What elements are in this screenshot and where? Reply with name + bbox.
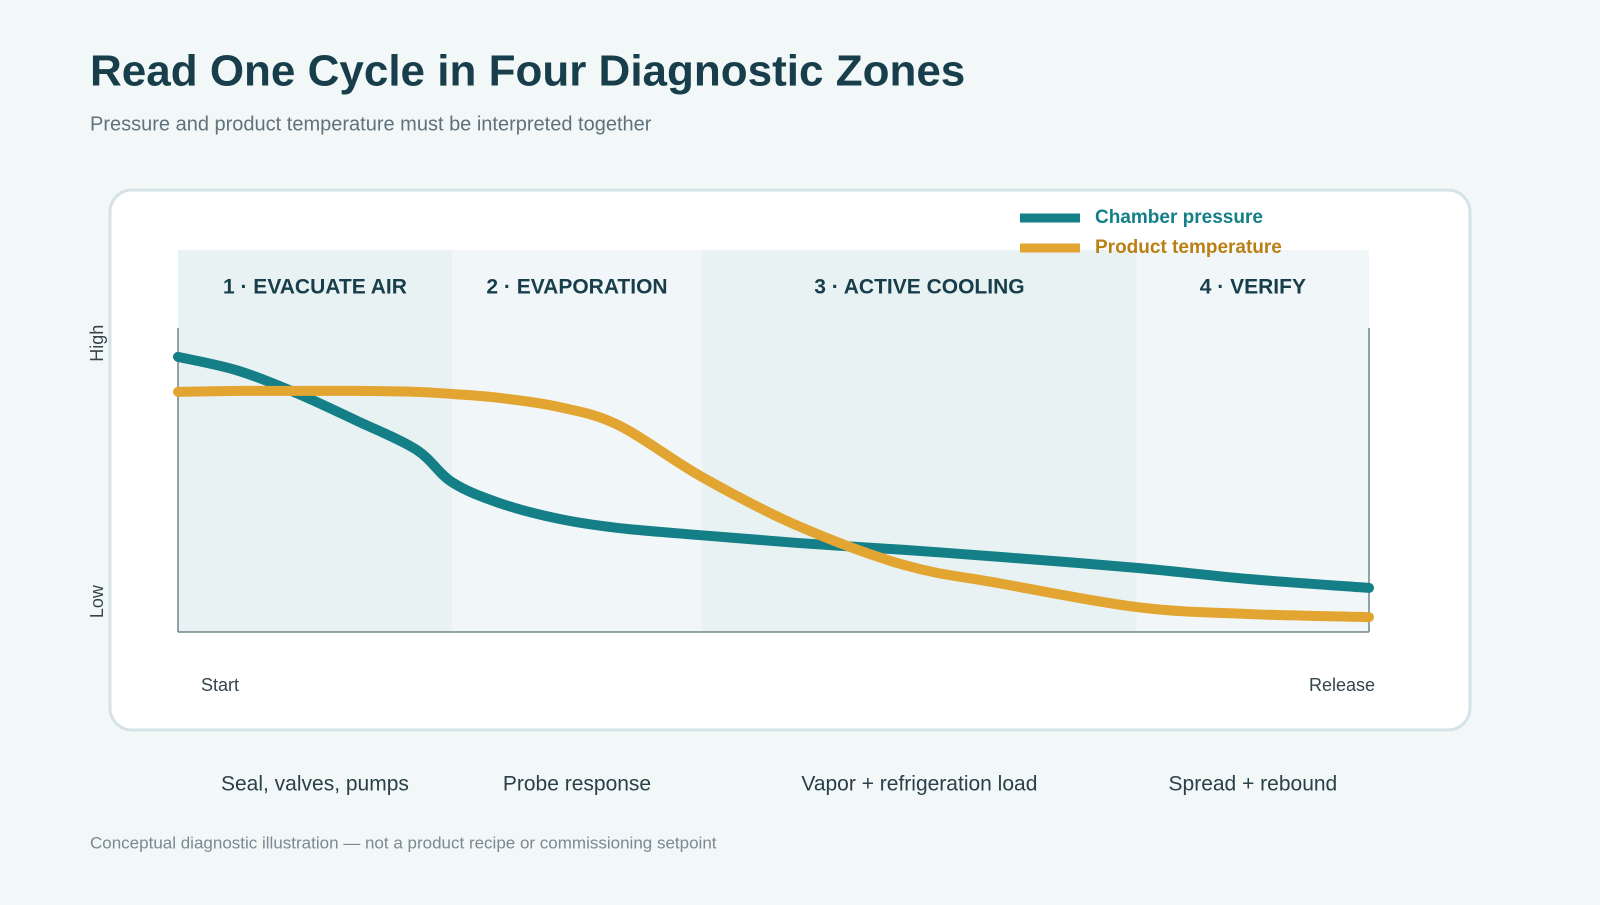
chart-subtitle: Pressure and product temperature must be… — [90, 113, 652, 135]
zone-note: Vapor + refrigeration load — [801, 773, 1037, 796]
zone-band — [451, 250, 703, 632]
footnote: Conceptual diagnostic illustration — not… — [90, 833, 717, 852]
zone-label: 3 · ACTIVE COOLING — [814, 276, 1024, 299]
x-tick-label: Release — [1309, 675, 1375, 695]
y-tick-label: High — [87, 325, 107, 362]
zone-label: 1 · EVACUATE AIR — [223, 276, 407, 299]
series-line — [173, 351, 1374, 593]
zone-band — [702, 250, 1137, 632]
zone-note: Seal, valves, pumps — [221, 773, 409, 796]
zone-note: Probe response — [503, 773, 651, 796]
series-line — [173, 385, 1374, 623]
x-tick-label: Start — [201, 675, 239, 695]
legend-label: Chamber pressure — [1095, 207, 1263, 228]
zone-note: Spread + rebound — [1169, 773, 1338, 796]
legend-label: Product temperature — [1095, 237, 1282, 258]
zone-label: 4 · VERIFY — [1200, 276, 1306, 299]
plot: 1 · EVACUATE AIR Seal, valves, pumps 2 · E… — [87, 207, 1375, 796]
zone-label: 2 · EVAPORATION — [486, 276, 667, 299]
chart-title: Read One Cycle in Four Diagnostic Zones — [90, 47, 965, 96]
y-tick-label: Low — [87, 584, 107, 618]
